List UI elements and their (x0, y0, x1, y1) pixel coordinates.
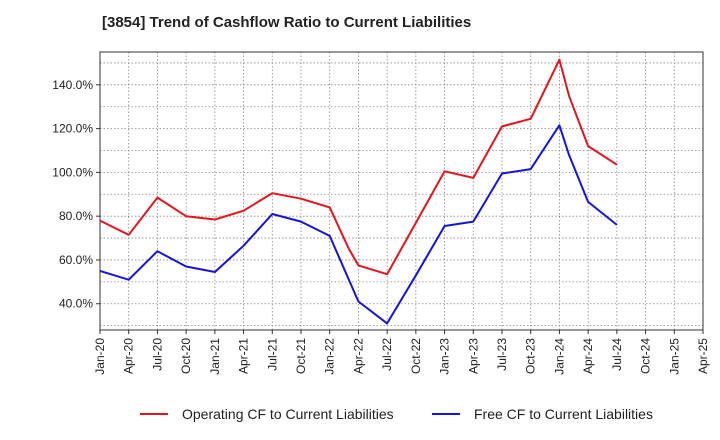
x-tick-label: Apr-23 (466, 338, 480, 374)
x-tick-label: Jan-22 (323, 338, 337, 375)
x-tick-label: Apr-20 (122, 338, 136, 374)
y-tick-label: 60.0% (59, 253, 93, 267)
x-tick-label: Apr-22 (351, 338, 365, 374)
x-tick-label: Jan-25 (667, 338, 681, 375)
x-tick-label: Apr-25 (696, 338, 710, 374)
x-tick-label: Jan-21 (208, 338, 222, 375)
plot-frame (99, 51, 704, 331)
x-tick-label: Jul-23 (495, 338, 509, 371)
x-tick-label: Jan-23 (438, 338, 452, 375)
y-tick-label: 40.0% (59, 297, 93, 311)
series-line-operating-cf (99, 58, 618, 276)
x-tick-label: Jul-22 (380, 338, 394, 371)
y-tick-label: 120.0% (52, 122, 93, 136)
series-line-free-cf (99, 124, 618, 325)
legend-label: Operating CF to Current Liabilities (182, 406, 394, 422)
y-tick-label: 80.0% (59, 209, 93, 223)
x-tick-label: Oct-24 (639, 338, 653, 374)
x-tick-label: Oct-20 (179, 338, 193, 374)
x-tick-label: Apr-21 (237, 338, 251, 374)
x-tick-label: Oct-23 (524, 338, 538, 374)
y-tick-label: 140.0% (52, 78, 93, 92)
x-tick-label: Oct-21 (294, 338, 308, 374)
x-tick-label: Jan-24 (552, 338, 566, 375)
x-tick-label: Jan-20 (93, 338, 107, 375)
x-tick-label: Jul-21 (265, 338, 279, 371)
x-tick-label: Apr-24 (581, 338, 595, 374)
x-tick-label: Jul-20 (150, 338, 164, 371)
chart-title: [3854] Trend of Cashflow Ratio to Curren… (102, 14, 472, 31)
x-tick-label: Jul-24 (610, 338, 624, 371)
legend-label: Free CF to Current Liabilities (474, 406, 653, 422)
x-tick-label: Oct-22 (409, 338, 423, 374)
y-tick-label: 100.0% (52, 165, 93, 179)
